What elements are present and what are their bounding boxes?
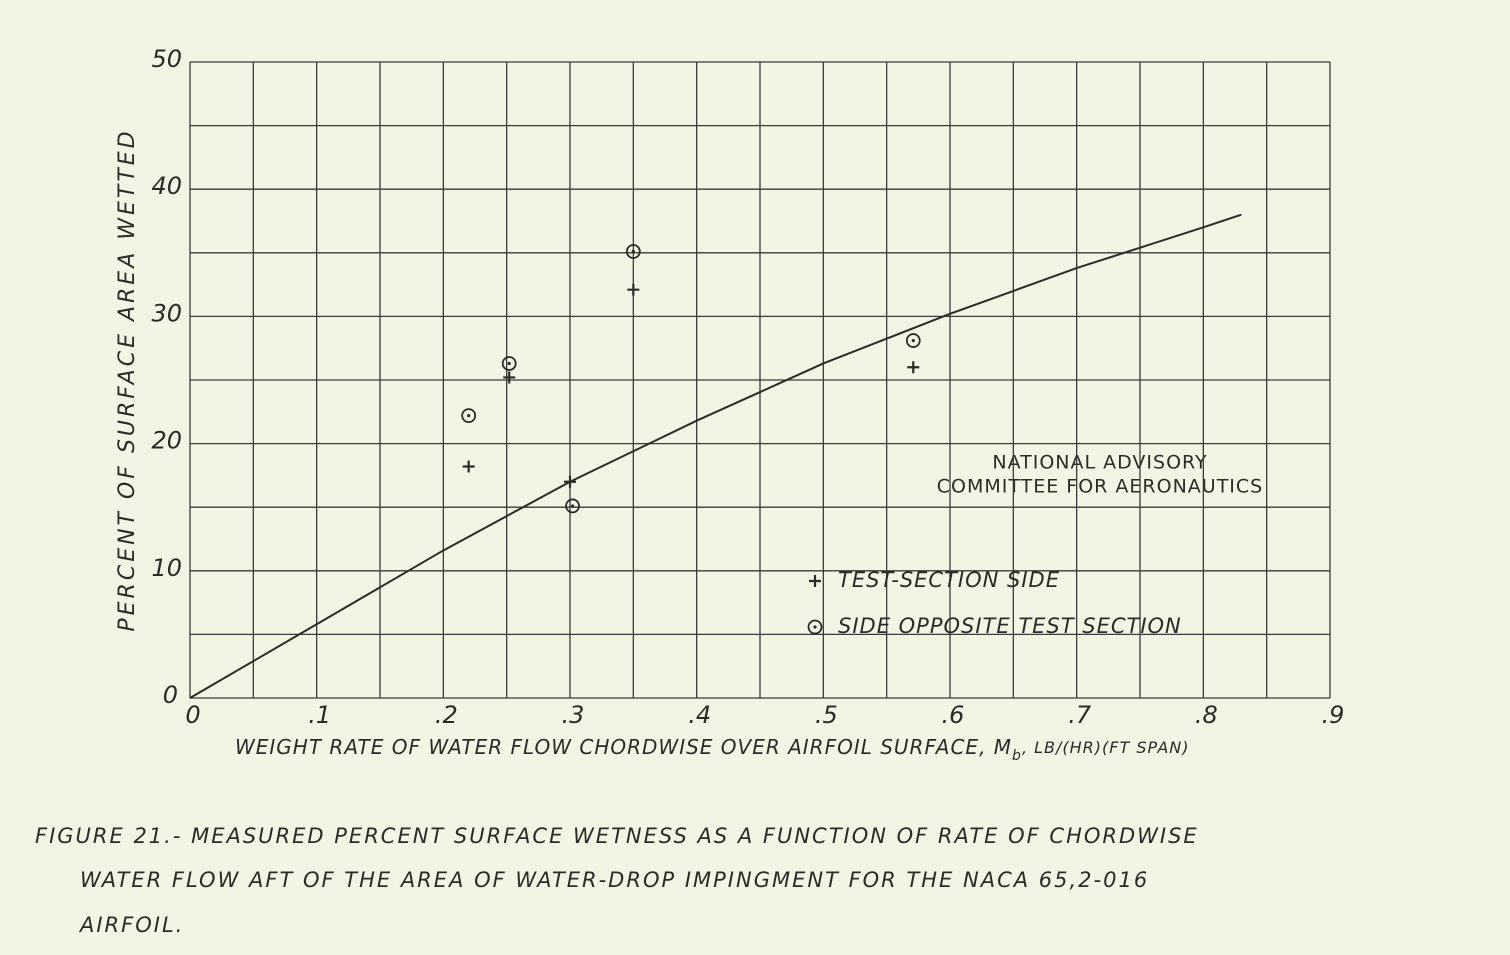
x-tick-label: .3 [562,701,585,729]
data-point [461,408,477,424]
legend-label: TEST-SECTION SIDE [838,568,1060,592]
data-point [503,371,516,384]
data-point [907,361,920,374]
data-point-dot [507,361,511,366]
caption: AIRFOIL. [78,913,184,937]
y-tick-label: 30 [151,299,182,327]
y-tick-label: 10 [151,554,182,582]
legend-marker [809,575,821,587]
x-axis-label-sub: b [1012,748,1022,764]
data-point-ring [625,244,641,259]
data-point-ring [905,333,921,348]
data-point-ring [461,408,477,424]
y-tick-label: 50 [151,45,182,73]
data-point [501,356,517,371]
legend-marker-ring [807,619,823,635]
x-tick-label: .4 [688,701,711,729]
data-point [564,475,576,488]
x-axis-label-units: , LB/(HR)(FT SPAN) [1022,738,1190,757]
caption: WATER FLOW AFT OF THE AREA OF WATER-DROP… [80,868,1149,892]
data-point [905,333,921,348]
legend-label: SIDE OPPOSITE TEST SECTION [838,614,1182,638]
data-point [565,498,580,514]
data-point-ring [565,498,580,514]
x-tick-label: .2 [435,701,458,729]
data-point-ring [501,356,517,371]
legend-marker-dot [813,625,817,629]
annotation: COMMITTEE FOR AERONAUTICS [937,476,1263,498]
x-tick-label: .8 [1195,701,1218,729]
data-point-dot [570,504,575,508]
y-tick-label: 20 [151,427,182,455]
x-tick-label: .5 [815,701,838,729]
data-point [625,244,641,259]
annotation: NATIONAL ADVISORY [992,452,1207,474]
caption: FIGURE 21.- MEASURED PERCENT SURFACE WET… [35,824,1199,848]
x-axis-label-main: WEIGHT RATE OF WATER FLOW CHORDWISE OVER… [235,735,1012,759]
x-tick-label: 0 [185,701,200,729]
x-tick-label: .9 [1322,701,1345,729]
data-point-dot [467,414,471,418]
data-point [462,460,475,473]
x-tick-label: .7 [1068,701,1092,729]
x-tick-label: .1 [308,701,331,729]
fit-curve [189,213,1242,699]
legend-marker [807,619,823,635]
data-point [627,283,640,296]
x-tick-label: .6 [942,701,965,729]
y-axis-label: PERCENT OF SURFACE AREA WETTED [115,128,140,631]
data-point-dot [911,338,915,343]
y-tick-label: 0 [163,681,178,709]
x-axis-label: WEIGHT RATE OF WATER FLOW CHORDWISE OVER… [235,735,1190,765]
data-point-dot [631,249,635,254]
y-tick-label: 40 [151,172,182,200]
